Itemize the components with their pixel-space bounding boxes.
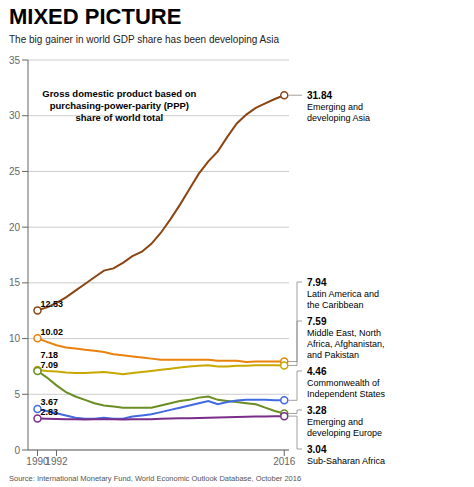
svg-text:20: 20 xyxy=(9,222,21,233)
svg-text:4.46: 4.46 xyxy=(307,366,327,377)
svg-text:Independent States: Independent States xyxy=(307,389,386,399)
svg-text:1992: 1992 xyxy=(45,456,68,467)
svg-text:0: 0 xyxy=(14,445,20,456)
svg-text:25: 25 xyxy=(9,166,21,177)
svg-text:developing Asia: developing Asia xyxy=(307,113,370,123)
svg-text:5: 5 xyxy=(14,389,20,400)
svg-text:3.04: 3.04 xyxy=(307,444,327,455)
svg-text:3.67: 3.67 xyxy=(40,397,58,407)
svg-text:7.18: 7.18 xyxy=(40,350,58,360)
svg-text:30: 30 xyxy=(9,110,21,121)
html-text:MIXED PICTURE: MIXED PICTURE xyxy=(9,4,182,29)
svg-text:7.59: 7.59 xyxy=(307,316,327,327)
svg-text:Latin America and: Latin America and xyxy=(307,289,379,299)
svg-text:Emerging and: Emerging and xyxy=(307,417,363,427)
svg-text:35: 35 xyxy=(9,55,21,66)
svg-text:Africa, Afghanistan,: Africa, Afghanistan, xyxy=(307,339,385,349)
svg-text:share of world total: share of world total xyxy=(76,112,164,123)
svg-text:10.02: 10.02 xyxy=(40,327,63,337)
svg-text:purchasing-power-parity (PPP): purchasing-power-parity (PPP) xyxy=(50,100,189,111)
svg-text:Sub-Saharan Africa: Sub-Saharan Africa xyxy=(307,456,385,466)
svg-text:2016: 2016 xyxy=(273,456,296,467)
svg-text:the Caribbean: the Caribbean xyxy=(307,300,364,310)
svg-text:31.84: 31.84 xyxy=(307,90,332,101)
svg-text:12.53: 12.53 xyxy=(40,299,63,309)
html-text:The big gainer in world GDP sh: The big gainer in world GDP share has be… xyxy=(9,34,279,45)
svg-text:Commonwealth of: Commonwealth of xyxy=(307,378,380,388)
svg-text:developing Europe: developing Europe xyxy=(307,428,382,438)
svg-text:2.83: 2.83 xyxy=(40,407,58,417)
svg-text:7.09: 7.09 xyxy=(40,360,58,370)
svg-text:and Pakistan: and Pakistan xyxy=(307,350,359,360)
svg-text:7.94: 7.94 xyxy=(307,277,327,288)
svg-text:3.28: 3.28 xyxy=(307,405,327,416)
svg-text:1990: 1990 xyxy=(26,456,49,468)
svg-text:10: 10 xyxy=(9,333,21,344)
svg-text:Middle East, North: Middle East, North xyxy=(307,328,381,338)
svg-text:15: 15 xyxy=(9,277,21,288)
html-text:Source: International Monetary: Source: International Monetary Fund, Wor… xyxy=(9,474,302,483)
svg-text:Gross domestic product based o: Gross domestic product based on xyxy=(42,88,196,99)
svg-text:Emerging and: Emerging and xyxy=(307,102,363,112)
